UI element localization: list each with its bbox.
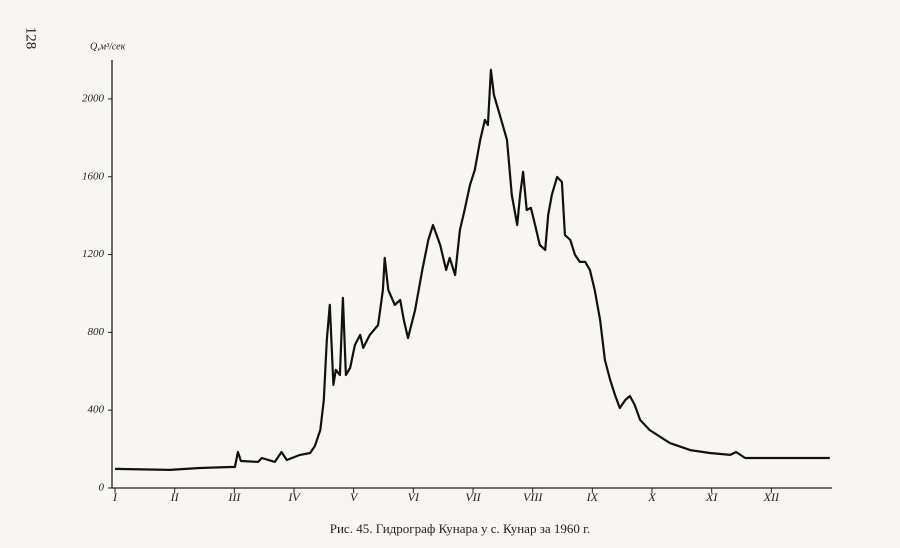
x-tick-label: VII [465, 490, 481, 504]
hydrograph-line [114, 68, 830, 471]
y-tick-label: 1200 [82, 248, 105, 260]
x-tick-label: VIII [523, 490, 543, 504]
x-tick-label: X [647, 490, 656, 504]
y-tick-label: 0 [99, 482, 105, 494]
x-tick-label: I [112, 490, 118, 504]
caption: Рис. 45. Гидрограф Кунара у с. Кунар за … [330, 521, 590, 536]
x-tick-label: VI [408, 490, 420, 504]
x-tick-label: II [170, 490, 180, 504]
x-tick-label: IV [287, 490, 301, 504]
y-tick-label: 1600 [82, 170, 105, 182]
y-axis-label: Q,м³/сек [90, 41, 126, 52]
y-tick-label: 2000 [82, 92, 105, 104]
x-tick-label: III [227, 490, 241, 504]
x-tick-label: IX [586, 490, 599, 504]
x-tick-label: XI [705, 490, 718, 504]
x-tick-label: XII [763, 490, 780, 504]
y-tick-label: 400 [88, 404, 105, 416]
page-number: 128 [23, 27, 39, 50]
x-tick-label: V [350, 490, 359, 504]
y-tick-label: 800 [88, 326, 105, 338]
